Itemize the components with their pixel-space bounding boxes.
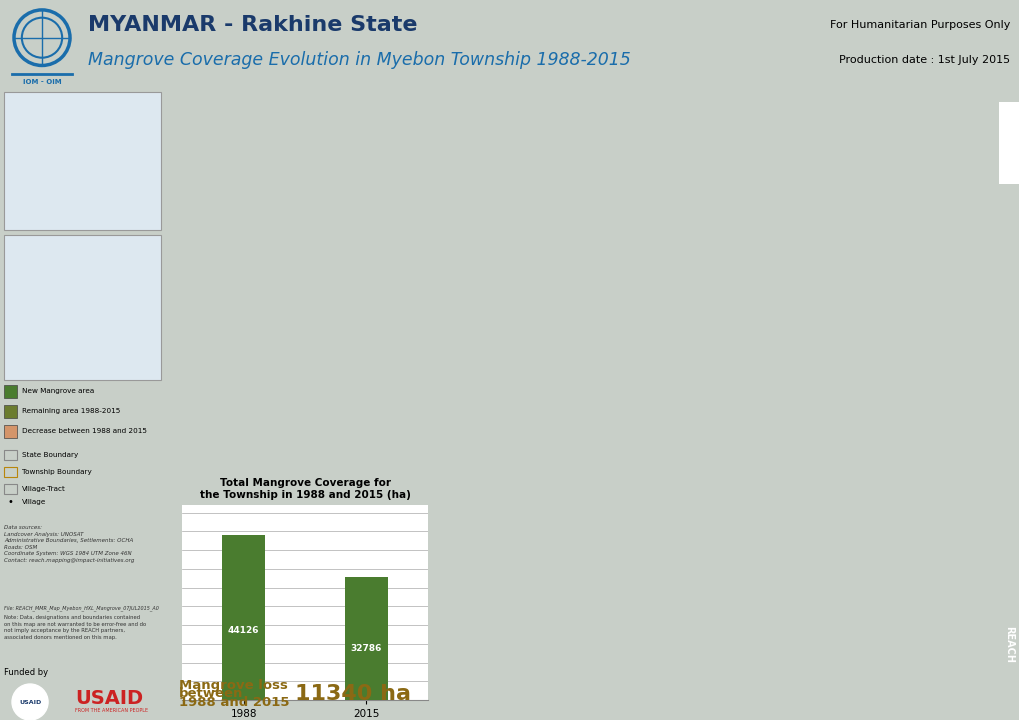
Text: Mangrove loss: Mangrove loss	[178, 679, 287, 692]
Text: USAID: USAID	[19, 700, 41, 704]
Text: Data sources:
Landcover Analysis: UNOSAT
Administrative Boundaries, Settlements:: Data sources: Landcover Analysis: UNOSAT…	[4, 525, 135, 563]
Circle shape	[12, 684, 48, 720]
Text: New Mangrove area: New Mangrove area	[22, 388, 94, 394]
Text: Remaining area 1988-2015: Remaining area 1988-2015	[22, 408, 120, 414]
Bar	[4, 385, 17, 398]
Text: FROM THE AMERICAN PEOPLE: FROM THE AMERICAN PEOPLE	[75, 708, 148, 713]
Bar	[4, 92, 161, 230]
Bar	[998, 102, 1018, 184]
Text: Production date : 1st July 2015: Production date : 1st July 2015	[838, 55, 1009, 65]
Text: Funded by: Funded by	[4, 668, 48, 677]
Bar	[344, 577, 387, 700]
Text: Note: Data, designations and boundaries contained
on this map are not warranted : Note: Data, designations and boundaries …	[4, 615, 146, 640]
Bar	[4, 405, 17, 418]
Bar	[4, 484, 17, 494]
Text: State Boundary: State Boundary	[22, 452, 78, 458]
Text: 44126: 44126	[227, 626, 259, 635]
Bar	[4, 467, 17, 477]
Text: between: between	[178, 688, 244, 701]
Text: Decrease between 1988 and 2015: Decrease between 1988 and 2015	[22, 428, 147, 434]
Text: 32786: 32786	[351, 644, 382, 653]
Text: MYANMAR - Rakhine State: MYANMAR - Rakhine State	[88, 15, 417, 35]
Text: Village: Village	[22, 499, 46, 505]
Text: File: REACH_MMR_Map_Myebon_HXL_Mangrove_07JUL2015_A0: File: REACH_MMR_Map_Myebon_HXL_Mangrove_…	[4, 605, 159, 611]
Text: USAID: USAID	[75, 688, 143, 708]
Text: REACH: REACH	[1003, 626, 1013, 663]
Text: Village-Tract: Village-Tract	[22, 486, 66, 492]
Bar	[4, 425, 17, 438]
Text: 1988 and 2015: 1988 and 2015	[178, 696, 289, 709]
Text: Township Boundary: Township Boundary	[22, 469, 92, 475]
Bar	[222, 534, 265, 700]
Text: For Humanitarian Purposes Only: For Humanitarian Purposes Only	[828, 19, 1009, 30]
Text: •: •	[7, 497, 13, 507]
Text: IOM - OIM: IOM - OIM	[22, 79, 61, 86]
Bar	[4, 235, 161, 380]
Bar	[4, 450, 17, 460]
Text: Mangrove Coverage Evolution in Myebon Township 1988-2015: Mangrove Coverage Evolution in Myebon To…	[88, 50, 630, 68]
Title: Total Mangrove Coverage for
the Township in 1988 and 2015 (ha): Total Mangrove Coverage for the Township…	[200, 479, 410, 500]
Text: 11340 ha: 11340 ha	[296, 684, 411, 703]
